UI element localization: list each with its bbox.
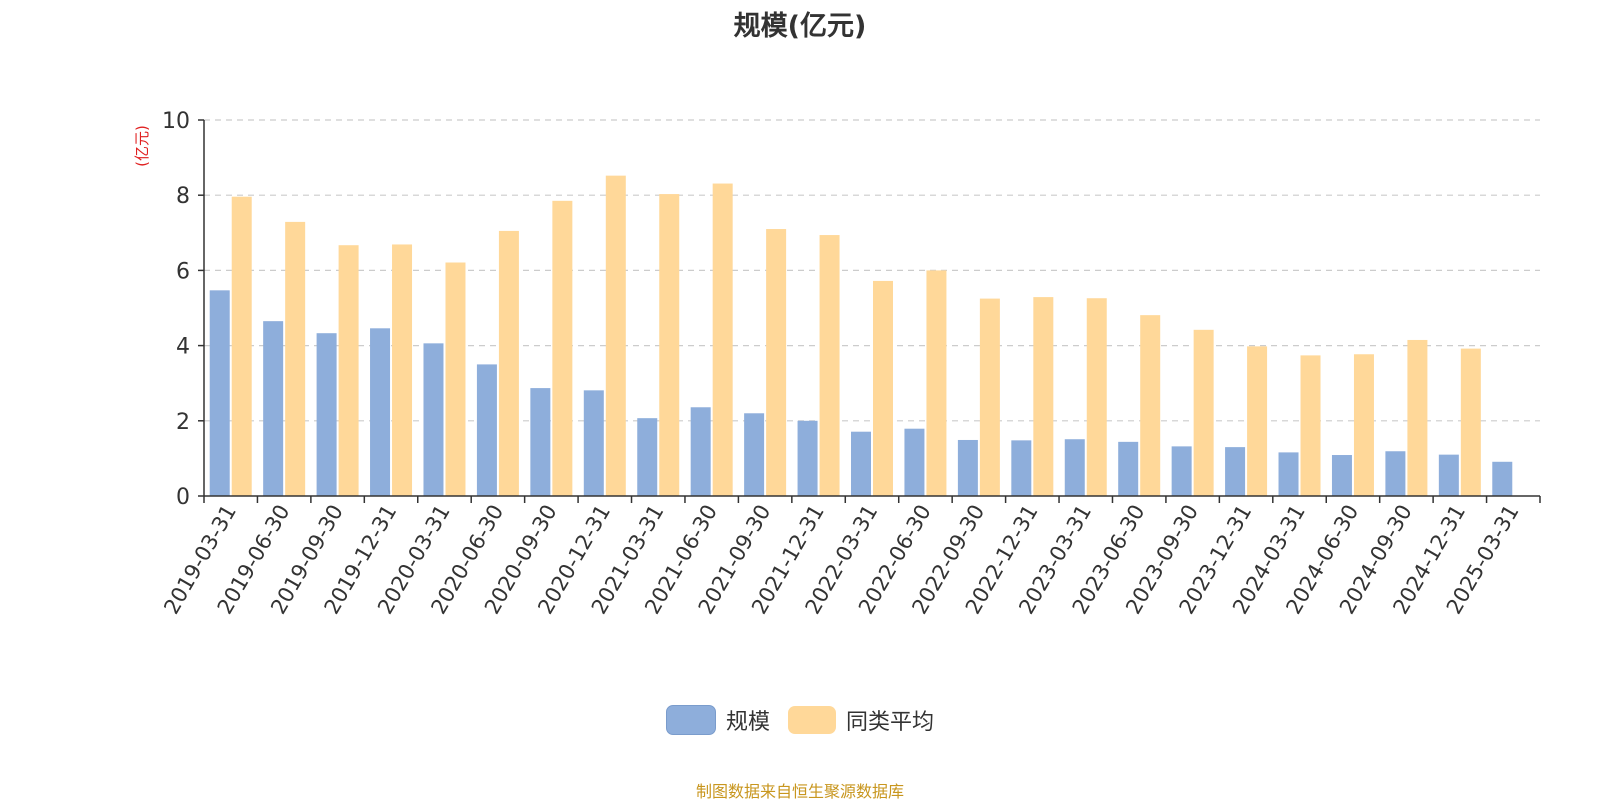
y-tick-label: 0 bbox=[176, 485, 190, 510]
bar-peer-average[interactable] bbox=[659, 194, 680, 496]
y-tick-label: 10 bbox=[162, 109, 190, 134]
bar-scale[interactable] bbox=[1118, 441, 1139, 496]
bar-peer-average[interactable] bbox=[979, 298, 1000, 496]
y-tick-label: 2 bbox=[176, 410, 190, 435]
bar-peer-average[interactable] bbox=[445, 262, 466, 496]
y-tick-label: 8 bbox=[176, 184, 190, 209]
bar-scale[interactable] bbox=[637, 418, 658, 496]
bar-scale[interactable] bbox=[530, 388, 551, 496]
y-tick-labels: 0 2 4 6 8 10 bbox=[162, 109, 190, 510]
bar-scale[interactable] bbox=[851, 431, 871, 496]
bar-peer-average[interactable] bbox=[712, 183, 733, 496]
legend: 规模 同类平均 bbox=[0, 704, 1600, 736]
source-note: 制图数据来自恒生聚源数据库 bbox=[695, 782, 904, 801]
legend-item-peer-average[interactable]: 同类平均 bbox=[788, 704, 934, 736]
bar-scale[interactable] bbox=[797, 420, 818, 496]
bar-scale[interactable] bbox=[423, 343, 444, 496]
bar-scale[interactable] bbox=[1438, 454, 1459, 496]
bar-peer-average[interactable] bbox=[1247, 346, 1268, 496]
bar-peer-average[interactable] bbox=[1140, 315, 1161, 496]
bar-scale[interactable] bbox=[1331, 455, 1352, 496]
axes bbox=[198, 119, 1541, 503]
bar-peer-average[interactable] bbox=[552, 200, 573, 496]
legend-item-scale[interactable]: 规模 bbox=[665, 704, 770, 736]
bar-peer-average[interactable] bbox=[1033, 297, 1054, 496]
bar-scale[interactable] bbox=[316, 333, 337, 496]
bar-peer-average[interactable] bbox=[1300, 355, 1321, 496]
bar-scale[interactable] bbox=[744, 413, 765, 496]
legend-swatch-peer-average bbox=[788, 706, 836, 734]
bar-peer-average[interactable] bbox=[338, 245, 359, 496]
bar-scale[interactable] bbox=[1225, 447, 1246, 496]
bar-scale[interactable] bbox=[1385, 451, 1406, 496]
bar-peer-average[interactable] bbox=[1193, 329, 1214, 496]
bar-peer-average[interactable] bbox=[766, 229, 787, 497]
bar-scale[interactable] bbox=[1011, 440, 1032, 496]
bars bbox=[209, 175, 1513, 497]
bar-peer-average[interactable] bbox=[392, 244, 413, 496]
bar-peer-average[interactable] bbox=[231, 196, 252, 497]
bar-peer-average[interactable] bbox=[819, 235, 840, 496]
y-tick-label: 4 bbox=[176, 335, 190, 360]
bar-scale[interactable] bbox=[263, 321, 284, 496]
bar-scale[interactable] bbox=[370, 328, 391, 496]
bar-scale[interactable] bbox=[904, 428, 925, 496]
legend-label-peer-average: 同类平均 bbox=[846, 710, 935, 735]
bar-peer-average[interactable] bbox=[873, 280, 893, 496]
bar-scale[interactable] bbox=[1064, 439, 1085, 496]
bar-scale[interactable] bbox=[1492, 461, 1513, 496]
bar-peer-average[interactable] bbox=[498, 230, 519, 497]
bar-scale[interactable] bbox=[690, 407, 711, 496]
x-tick-labels: 2019-03-312019-06-302019-09-302019-12-31… bbox=[159, 501, 1523, 619]
bar-scale[interactable] bbox=[583, 390, 604, 496]
bar-scale[interactable] bbox=[1171, 446, 1192, 496]
legend-label-scale: 规模 bbox=[725, 710, 770, 735]
bar-peer-average[interactable] bbox=[1353, 354, 1374, 496]
bar-scale[interactable] bbox=[1278, 452, 1299, 496]
bar-peer-average[interactable] bbox=[1086, 298, 1107, 496]
y-axis-label: (亿元) bbox=[133, 125, 151, 167]
y-tick-label: 6 bbox=[176, 259, 190, 284]
bar-peer-average[interactable] bbox=[926, 270, 947, 496]
bar-scale[interactable] bbox=[209, 290, 230, 496]
legend-swatch-scale bbox=[665, 705, 716, 735]
bar-peer-average[interactable] bbox=[1460, 348, 1481, 496]
bar-peer-average[interactable] bbox=[285, 221, 306, 496]
chart-title: 规模(亿元) bbox=[733, 11, 867, 42]
bar-scale[interactable] bbox=[476, 364, 497, 496]
bar-scale[interactable] bbox=[957, 439, 978, 496]
bar-peer-average[interactable] bbox=[1407, 339, 1428, 496]
bar-peer-average[interactable] bbox=[605, 175, 626, 496]
